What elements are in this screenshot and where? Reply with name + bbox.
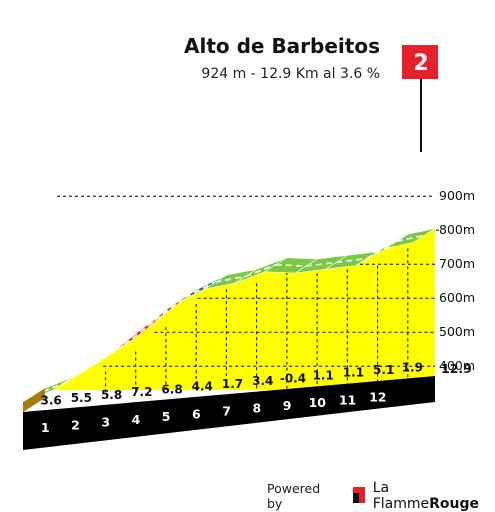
segment-centerline bbox=[275, 263, 307, 267]
segment-centerline bbox=[396, 234, 425, 243]
climb-subtitle: 924 m - 12.9 Km al 3.6 % bbox=[201, 66, 380, 82]
gradient-label: 4.4 bbox=[192, 380, 213, 394]
gradient-label: 1.7 bbox=[222, 377, 243, 391]
km-label: 2 bbox=[71, 417, 80, 432]
altitude-tick-label: 900m bbox=[439, 188, 475, 203]
altitude-tick-label: 800m bbox=[439, 222, 475, 237]
km-label: 4 bbox=[132, 412, 141, 427]
km-label: 6 bbox=[192, 406, 201, 421]
gridline-layer bbox=[57, 195, 439, 391]
gradient-label: 7.2 bbox=[131, 385, 152, 399]
segment-centerline bbox=[215, 275, 246, 283]
gradient-label: 6.8 bbox=[161, 382, 182, 396]
brand-name: La FlammeRouge bbox=[373, 480, 495, 512]
km-label: 8 bbox=[253, 401, 262, 416]
climb-title: Alto de Barbeitos bbox=[184, 34, 380, 58]
segment-centerline bbox=[305, 261, 337, 267]
km-label: 12 bbox=[369, 390, 386, 405]
km-label: 12.9 bbox=[441, 361, 472, 376]
gradient-label: 5.1 bbox=[373, 363, 394, 377]
category-flag bbox=[402, 45, 438, 79]
label-layer: 400m 500m 600m 700m 800m 900m 3.6 1 5.5 2 5.8 3 7.2 4… bbox=[40, 188, 475, 435]
profile-base-band bbox=[23, 376, 435, 450]
category-badge-number: 2 bbox=[413, 51, 428, 76]
km-label: 10 bbox=[309, 395, 327, 410]
profile-fill-layer bbox=[45, 228, 435, 390]
altitude-tick-label: 600m bbox=[439, 290, 475, 305]
gradient-label: 5.8 bbox=[101, 388, 122, 402]
segment-centerline bbox=[366, 240, 398, 260]
km-label: 1 bbox=[41, 420, 50, 435]
gradient-label: 3.6 bbox=[40, 394, 61, 408]
powered-by-label: Powered by bbox=[267, 481, 321, 511]
gradient-label: 5.5 bbox=[71, 391, 92, 405]
altitude-tick-label: 500m bbox=[439, 324, 475, 339]
gradient-label: 1.1 bbox=[313, 368, 334, 382]
km-label: 9 bbox=[283, 398, 292, 413]
segment-centerline bbox=[63, 363, 95, 384]
profile-area bbox=[45, 228, 435, 390]
la-flamme-rouge-logo-icon bbox=[351, 485, 367, 508]
gradient-label: 3.4 bbox=[252, 374, 273, 388]
profile-side-face bbox=[23, 388, 45, 412]
footer: Powered by La FlammeRouge bbox=[267, 480, 495, 512]
profile-base-layer bbox=[23, 376, 435, 450]
category-badge-layer: 2 bbox=[402, 45, 438, 152]
gradient-label: -0.4 bbox=[280, 371, 306, 385]
altitude-tick-label: 400m bbox=[439, 358, 475, 373]
segment-centerline bbox=[245, 263, 277, 278]
km-label: 11 bbox=[339, 392, 356, 407]
segment-centerline bbox=[184, 281, 216, 298]
km-label: 5 bbox=[162, 409, 171, 424]
km-label: 3 bbox=[101, 415, 110, 430]
gradient-label: 1.9 bbox=[402, 360, 423, 374]
altitude-tick-label: 700m bbox=[439, 256, 475, 271]
gradient-label: 1.1 bbox=[343, 366, 364, 380]
brand-name-bold: Rouge bbox=[429, 496, 480, 512]
segment-centerline bbox=[336, 257, 367, 264]
km-label: 7 bbox=[222, 403, 231, 418]
segment-centerline bbox=[124, 319, 156, 346]
brand-name-regular: La Flamme bbox=[372, 480, 430, 512]
